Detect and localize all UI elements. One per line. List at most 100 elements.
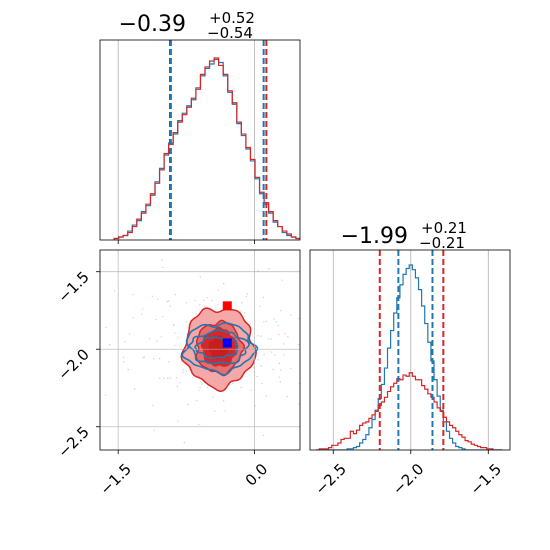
scatter-point	[204, 305, 206, 307]
scatter-point	[278, 376, 281, 378]
scatter-point	[270, 338, 272, 340]
right-x-tick-label: −2.5	[312, 460, 350, 498]
scatter-point	[224, 410, 226, 412]
scatter-point	[263, 354, 265, 356]
scatter-point	[232, 382, 234, 384]
scatter-point	[246, 293, 248, 295]
scatter-point	[201, 383, 203, 385]
scatter-point	[261, 382, 263, 385]
scatter-point	[166, 300, 168, 303]
scatter-point	[148, 338, 151, 340]
scatter-point	[298, 317, 300, 320]
scatter-point	[122, 356, 125, 359]
scatter-point	[257, 359, 259, 361]
scatter-point	[124, 341, 126, 343]
scatter-point	[173, 324, 175, 326]
scatter-point	[298, 343, 300, 346]
scatter-point	[211, 299, 213, 302]
scatter-point	[260, 335, 262, 337]
scatter-point	[283, 343, 285, 345]
scatter-point	[217, 289, 220, 292]
scatter-point	[105, 326, 107, 329]
scatter-point	[169, 305, 172, 307]
title-2-median: −1.99	[341, 224, 408, 249]
scatter-point	[133, 388, 136, 390]
scatter-point	[143, 356, 146, 358]
title-param-1: −0.39 +0.52 −0.54	[119, 9, 255, 42]
scatter-point	[301, 379, 302, 380]
scatter-point	[273, 318, 275, 320]
scatter-point	[256, 375, 258, 378]
scatter-point	[132, 293, 134, 296]
scatter-point	[265, 320, 268, 322]
joint-y-tick-label: −2.0	[54, 345, 92, 383]
scatter-point	[194, 299, 197, 302]
scatter-point	[142, 356, 144, 359]
scatter-point	[127, 368, 129, 371]
scatter-point	[270, 351, 273, 353]
scatter-point	[167, 300, 170, 302]
panel-right-background	[310, 250, 510, 450]
scatter-point	[286, 395, 288, 398]
scatter-point	[268, 338, 270, 340]
scatter-point	[277, 324, 279, 327]
scatter-point	[182, 371, 184, 373]
scatter-point	[260, 365, 262, 367]
scatter-point	[199, 276, 201, 278]
scatter-point	[155, 318, 158, 321]
panel-joint-frame	[99, 249, 301, 451]
title-2-plus: +0.21	[421, 219, 467, 237]
scatter-point	[206, 296, 208, 299]
joint-x-tick-label: 0.0	[242, 460, 272, 490]
scatter-point	[201, 247, 202, 248]
scatter-point	[153, 429, 156, 431]
scatter-point	[245, 296, 248, 298]
title-1-plus: +0.52	[209, 9, 255, 27]
scatter-point	[290, 314, 292, 316]
scatter-point	[156, 298, 159, 301]
scatter-point	[273, 354, 276, 356]
scatter-point	[279, 381, 282, 383]
joint-x-tick-label: −1.5	[96, 460, 134, 498]
marginal-plot-param-1	[99, 39, 301, 241]
scatter-point	[140, 313, 143, 315]
scatter-point	[257, 334, 259, 337]
scatter-point	[132, 317, 134, 319]
scatter-point	[214, 410, 216, 412]
scatter-point	[176, 385, 179, 388]
scatter-point	[109, 344, 111, 346]
title-param-2: −1.99 +0.21 −0.21	[341, 219, 467, 252]
scatter-point	[179, 382, 181, 384]
scatter-point	[195, 399, 198, 402]
scatter-point	[113, 290, 116, 292]
scatter-point	[206, 386, 209, 388]
scatter-point	[122, 361, 125, 363]
title-1-minus: −0.54	[207, 24, 253, 42]
scatter-point	[151, 295, 154, 298]
scatter-point	[308, 401, 309, 402]
scatter-point	[243, 312, 246, 314]
scatter-point	[177, 420, 179, 422]
scatter-point	[278, 333, 280, 336]
scatter-point	[168, 361, 170, 363]
scatter-point	[180, 360, 183, 363]
blue-density-contour	[188, 329, 250, 365]
scatter-point	[223, 282, 225, 285]
blue-marker	[222, 338, 232, 348]
scatter-point	[185, 302, 188, 304]
scatter-point	[158, 357, 161, 360]
scatter-point	[185, 321, 187, 323]
scatter-point	[301, 403, 302, 404]
panel-right-frame	[309, 249, 511, 451]
marginal-plot-param-2	[309, 249, 511, 451]
scatter-point	[27, 391, 28, 392]
scatter-point	[159, 377, 161, 379]
scatter-point	[272, 368, 274, 371]
scatter-point	[153, 358, 155, 360]
scatter-point	[240, 310, 242, 312]
right-x-tick-label: −1.5	[467, 460, 505, 498]
scatter-point	[259, 305, 261, 308]
scatter-point	[152, 404, 154, 407]
scatter-point	[199, 387, 201, 389]
